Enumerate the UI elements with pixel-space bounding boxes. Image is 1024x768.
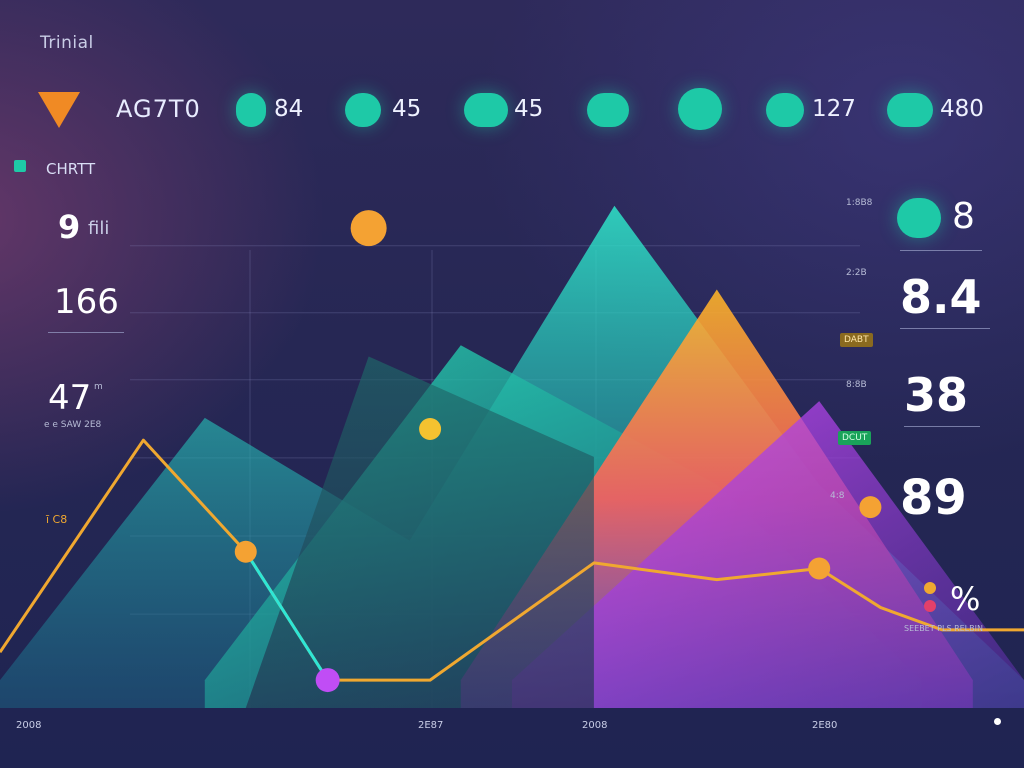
data-point-3 <box>234 540 257 563</box>
x-tick-1: 2008 <box>16 720 42 731</box>
logo-triangle-icon <box>38 92 80 128</box>
stat-a-tick: 1:8B8 <box>846 198 873 208</box>
percent-symbol: % <box>950 580 981 618</box>
chart-tag-icon <box>14 160 26 172</box>
metric-value-1: 84 <box>274 96 304 122</box>
stat-c-value: 38 <box>904 368 969 422</box>
data-point-1 <box>350 210 387 247</box>
app-title: Trinial <box>40 33 94 53</box>
x-tick-4: 2E80 <box>812 720 838 731</box>
stat-b-tick: 2:2B <box>846 268 867 278</box>
metric-value-7: 480 <box>940 96 984 122</box>
metric-badge-7[interactable] <box>887 93 933 127</box>
line-series <box>0 438 1024 682</box>
stat-d-tick: 4:8 <box>830 491 845 501</box>
stat-2-underline <box>48 332 124 333</box>
stat-3-unit: m <box>94 382 103 392</box>
line-series-2 <box>244 550 329 681</box>
stat-d-value: 89 <box>900 470 967 526</box>
line-series-1 <box>0 438 1024 682</box>
stat-1-unit: fili <box>88 218 110 239</box>
area-series <box>0 205 1024 709</box>
stat-c-badge-1: DABT <box>840 333 873 347</box>
stat-a-value: 8 <box>952 196 975 237</box>
data-point-6 <box>859 496 882 519</box>
stat-c-tick: 8:8B <box>846 380 867 390</box>
x-tick-2: 2E87 <box>418 720 444 731</box>
metric-code: AG7T0 <box>116 95 201 123</box>
stat-b-underline <box>900 328 990 329</box>
chart-label: CHRTT <box>46 160 96 178</box>
metric-value-3: 45 <box>514 96 544 122</box>
metric-badge-1[interactable] <box>236 93 266 127</box>
stat-a-underline <box>900 250 982 251</box>
stat-a-badge <box>897 198 941 238</box>
stat-3-caption: e e SAW 2E8 <box>44 420 102 430</box>
metric-badge-4[interactable] <box>587 93 629 127</box>
metric-badge-3[interactable] <box>464 93 508 127</box>
data-point-2 <box>419 418 442 440</box>
x-tick-3: 2008 <box>582 720 608 731</box>
metric-value-6: 127 <box>812 96 856 122</box>
metric-value-2: 45 <box>392 96 422 122</box>
data-point-4 <box>315 668 340 693</box>
stat-4-caption: ī C8 <box>46 513 68 526</box>
stat-2-value: 166 <box>54 282 119 322</box>
metric-badge-6[interactable] <box>766 93 804 127</box>
area-series-4 <box>512 401 1024 708</box>
stat-3-value: 47 <box>48 378 92 418</box>
stat-b-value: 8.4 <box>900 270 982 324</box>
metric-badge-5[interactable] <box>678 88 722 130</box>
legend-dot-red-icon <box>924 600 936 612</box>
corner-dot-icon <box>994 718 1001 725</box>
stat-c-badge-2: DCUT <box>838 431 872 445</box>
area-shadow <box>245 356 594 708</box>
stat-c-underline <box>904 426 980 427</box>
metric-badge-2[interactable] <box>345 93 381 127</box>
legend-dot-orange-icon <box>924 582 936 594</box>
percent-caption: SEEBET PLS RELBIN <box>904 624 983 633</box>
data-points <box>234 210 882 693</box>
data-point-5 <box>808 557 831 580</box>
stat-1-value: 9 <box>58 208 81 246</box>
